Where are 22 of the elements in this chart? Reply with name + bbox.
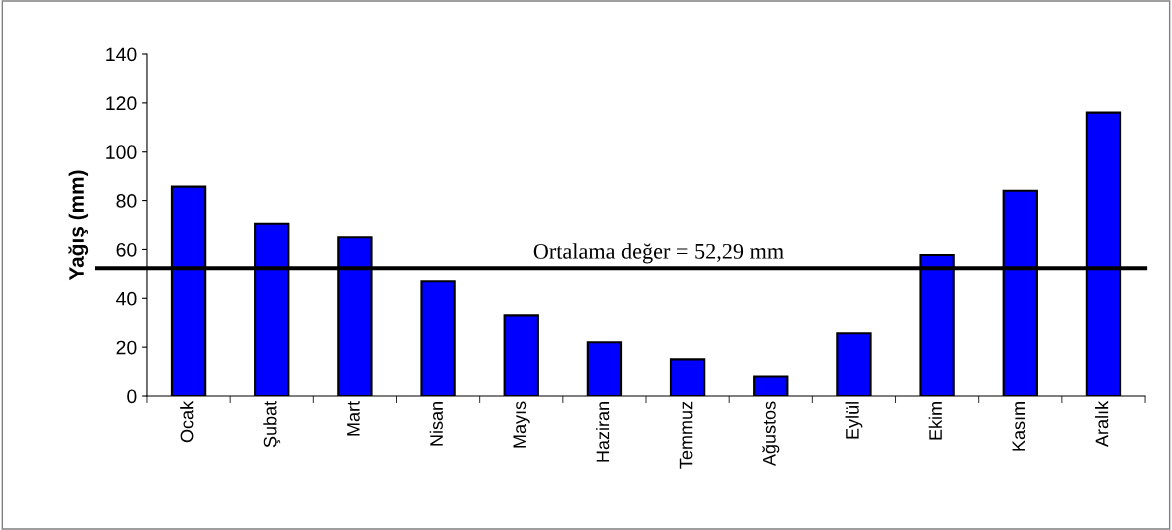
y-axis-title: Yağış (mm): [68, 170, 89, 281]
y-tick-label: 20: [116, 340, 137, 355]
x-tick-label: Şubat: [263, 401, 281, 448]
x-tick-label: Temmuz: [679, 401, 693, 469]
y-tick-label: 100: [106, 145, 137, 159]
ref-line-label: Ortalama değer = 52,29 mm: [533, 243, 784, 264]
x-tick-label: Aralık: [1095, 400, 1109, 447]
y-tick-label: 80: [116, 194, 137, 208]
y-tick-label: 140: [106, 47, 137, 62]
x-tick-label: Kasım: [1012, 402, 1026, 451]
x-tick-label: Ağustos: [762, 401, 780, 467]
x-tick-label: Mayıs: [513, 401, 530, 448]
y-tick-label: 60: [116, 242, 137, 257]
x-tick-label: Eylül: [845, 402, 863, 439]
y-tick-label: 120: [106, 96, 137, 111]
x-tick-label: Haziran: [596, 402, 610, 462]
x-tick-label: Nisan: [429, 402, 443, 446]
x-tick-label: Ocak: [180, 400, 194, 443]
y-tick-label: 40: [116, 291, 137, 306]
y-tick-label: 0: [127, 389, 137, 404]
x-tick-label: Mart: [347, 401, 360, 436]
x-tick-label: Ekim: [928, 402, 942, 440]
